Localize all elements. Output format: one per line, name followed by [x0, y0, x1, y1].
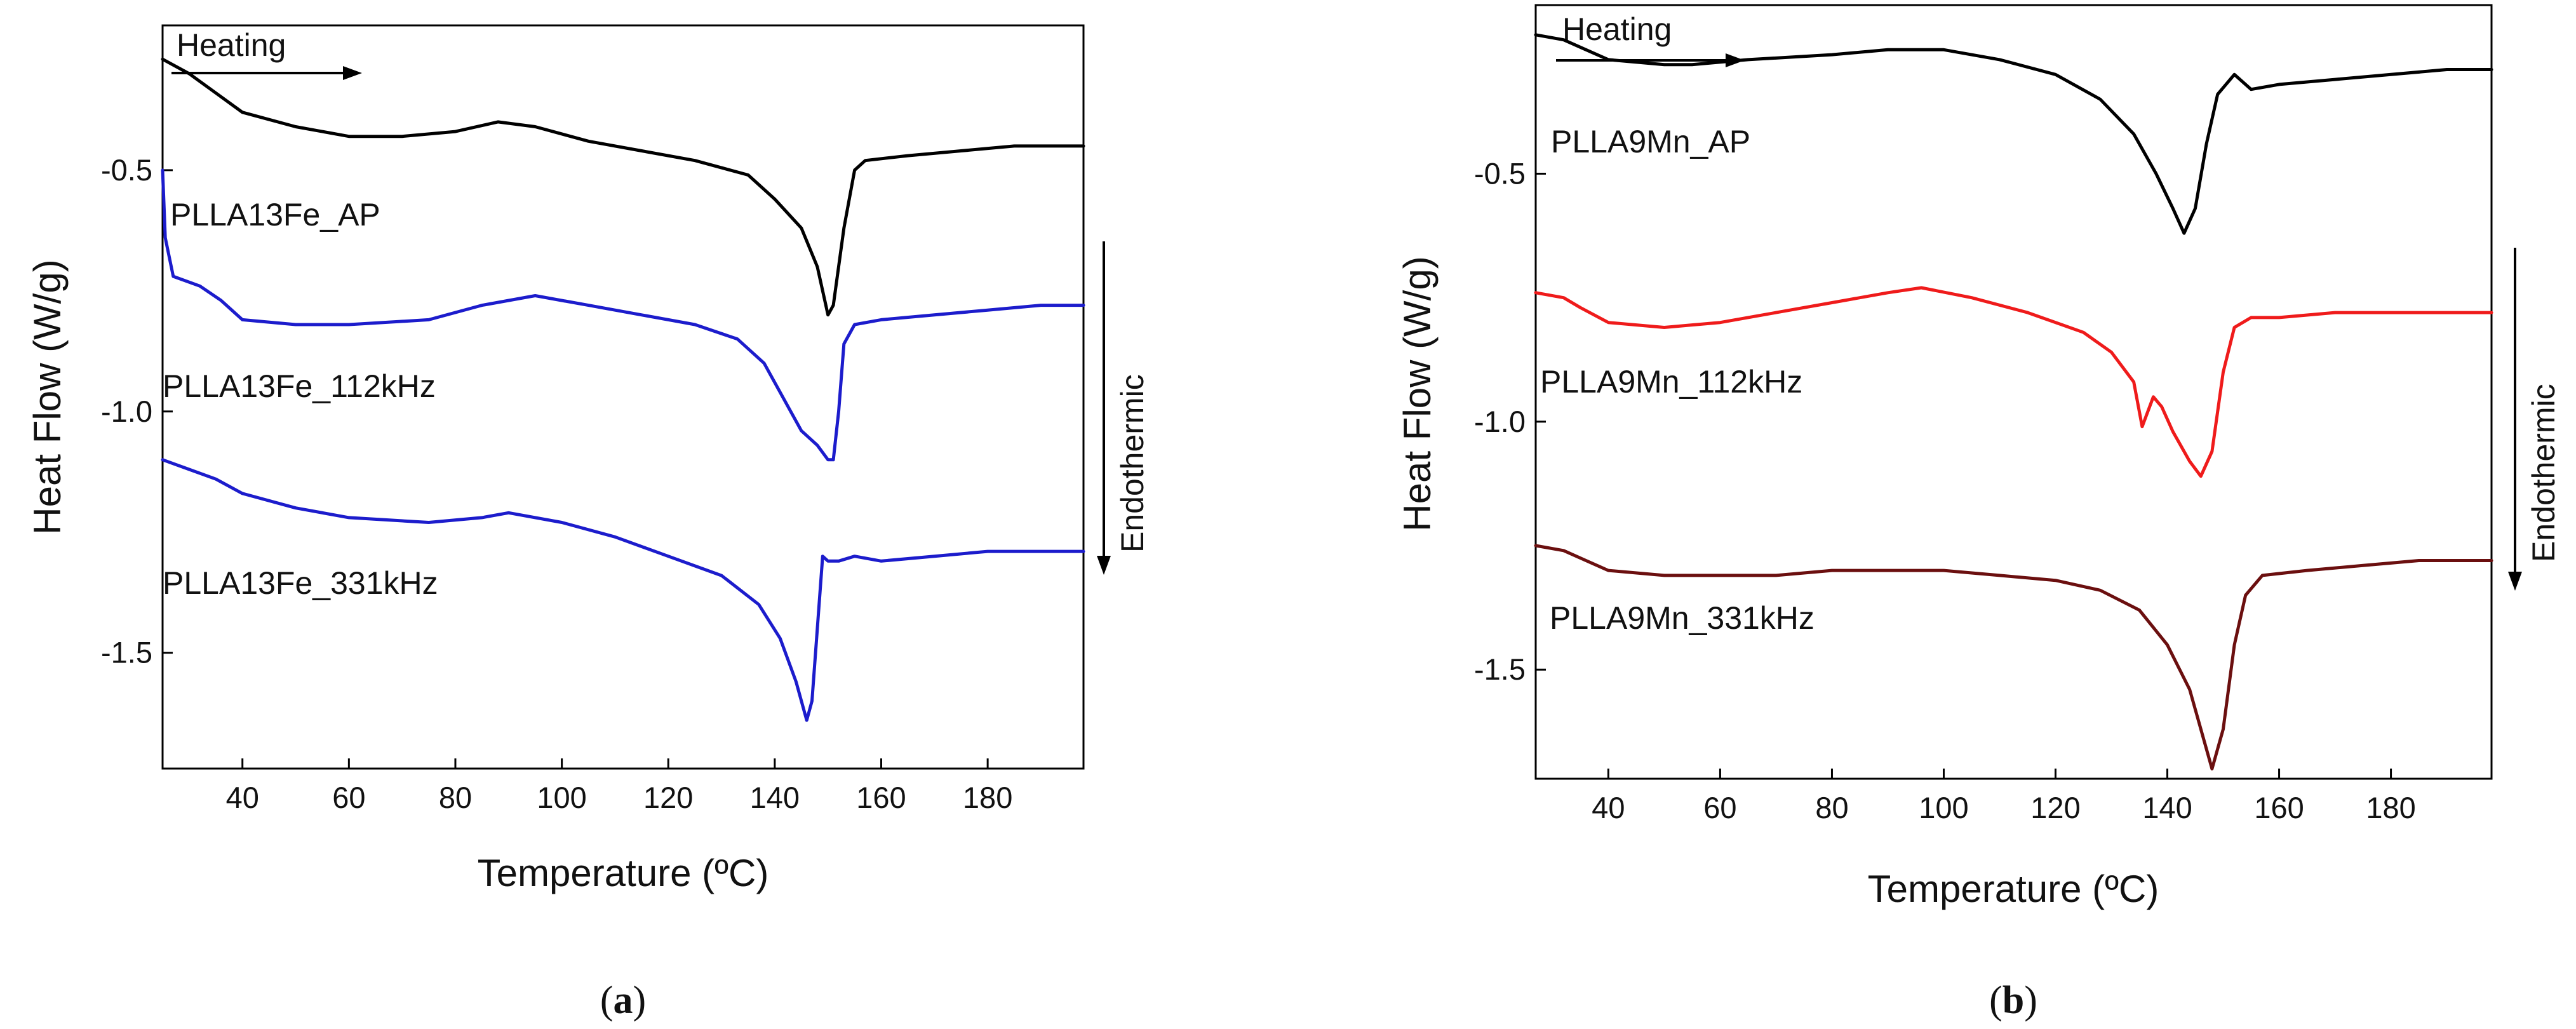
panel-a: Heating Endothermic Temperature (ºC) Hea…: [26, 24, 1150, 1022]
x-tick-label: 160: [856, 781, 906, 814]
series-line-plla9mn-331khz: [1534, 544, 2493, 770]
panel-b: Heating Endothermic Temperature (ºC) Hea…: [1396, 4, 2561, 1022]
series-line-plla9mn-ap: [1534, 33, 2493, 235]
plot-frame: [1534, 4, 2493, 780]
endothermic-label: Endothermic: [2526, 384, 2561, 562]
y-tick-label: -0.5: [101, 153, 152, 187]
endothermic-arrowhead: [2508, 572, 2522, 591]
x-tick-label: 180: [2366, 791, 2415, 824]
x-tick-label: 140: [750, 781, 800, 814]
series-label-plla9mn-112khz: PLLA9Mn_112kHz: [1540, 364, 1802, 400]
panel-caption-a: (a): [600, 979, 646, 1022]
series-line-plla13fe-112khz: [161, 168, 1085, 462]
y-tick-label: -0.5: [1474, 156, 1526, 190]
heating-label: Heating: [1562, 11, 1672, 47]
heating-label: Heating: [177, 27, 286, 63]
x-tick-label: 100: [1919, 791, 1968, 824]
x-tick-label: 120: [2030, 791, 2080, 824]
x-tick-label: 60: [332, 781, 365, 814]
heating-arrowhead: [343, 66, 362, 80]
x-axis-title: Temperature (ºC): [1868, 868, 2159, 910]
y-axis-title: Heat Flow (W/g): [1396, 256, 1439, 531]
x-tick-label: 80: [1815, 791, 1848, 824]
y-tick-label: -1.0: [1474, 405, 1526, 438]
y-tick-label: -1.5: [101, 636, 152, 669]
x-tick-label: 40: [226, 781, 259, 814]
series-label-plla13fe-ap: PLLA13Fe_AP: [170, 197, 380, 232]
panel-caption-b: (b): [1989, 979, 2037, 1022]
x-tick-label: 80: [439, 781, 472, 814]
plot-frame: [161, 24, 1085, 770]
series-line-plla13fe-ap: [161, 57, 1085, 317]
x-tick-label: 60: [1703, 791, 1736, 824]
x-tick-label: 140: [2142, 791, 2192, 824]
x-axis-title: Temperature (ºC): [478, 852, 769, 894]
x-tick-label: 40: [1592, 791, 1625, 824]
series-label-plla9mn-ap: PLLA9Mn_AP: [1551, 124, 1750, 159]
y-tick-label: -1.0: [101, 394, 152, 428]
endothermic-arrowhead: [1097, 556, 1111, 575]
x-tick-label: 120: [643, 781, 693, 814]
series-label-plla13fe-112khz: PLLA13Fe_112kHz: [163, 368, 436, 404]
endothermic-label: Endothermic: [1115, 374, 1150, 553]
series-label-plla9mn-331khz: PLLA9Mn_331kHz: [1550, 600, 1815, 636]
x-tick-label: 100: [537, 781, 586, 814]
series-label-plla13fe-331khz: PLLA13Fe_331kHz: [163, 565, 438, 601]
y-tick-label: -1.5: [1474, 652, 1526, 686]
x-tick-label: 160: [2254, 791, 2304, 824]
y-axis-title: Heat Flow (W/g): [26, 259, 69, 534]
series-line-plla9mn-112khz: [1534, 286, 2493, 478]
series-line-plla13fe-331khz: [161, 458, 1085, 722]
x-tick-label: 180: [963, 781, 1012, 814]
